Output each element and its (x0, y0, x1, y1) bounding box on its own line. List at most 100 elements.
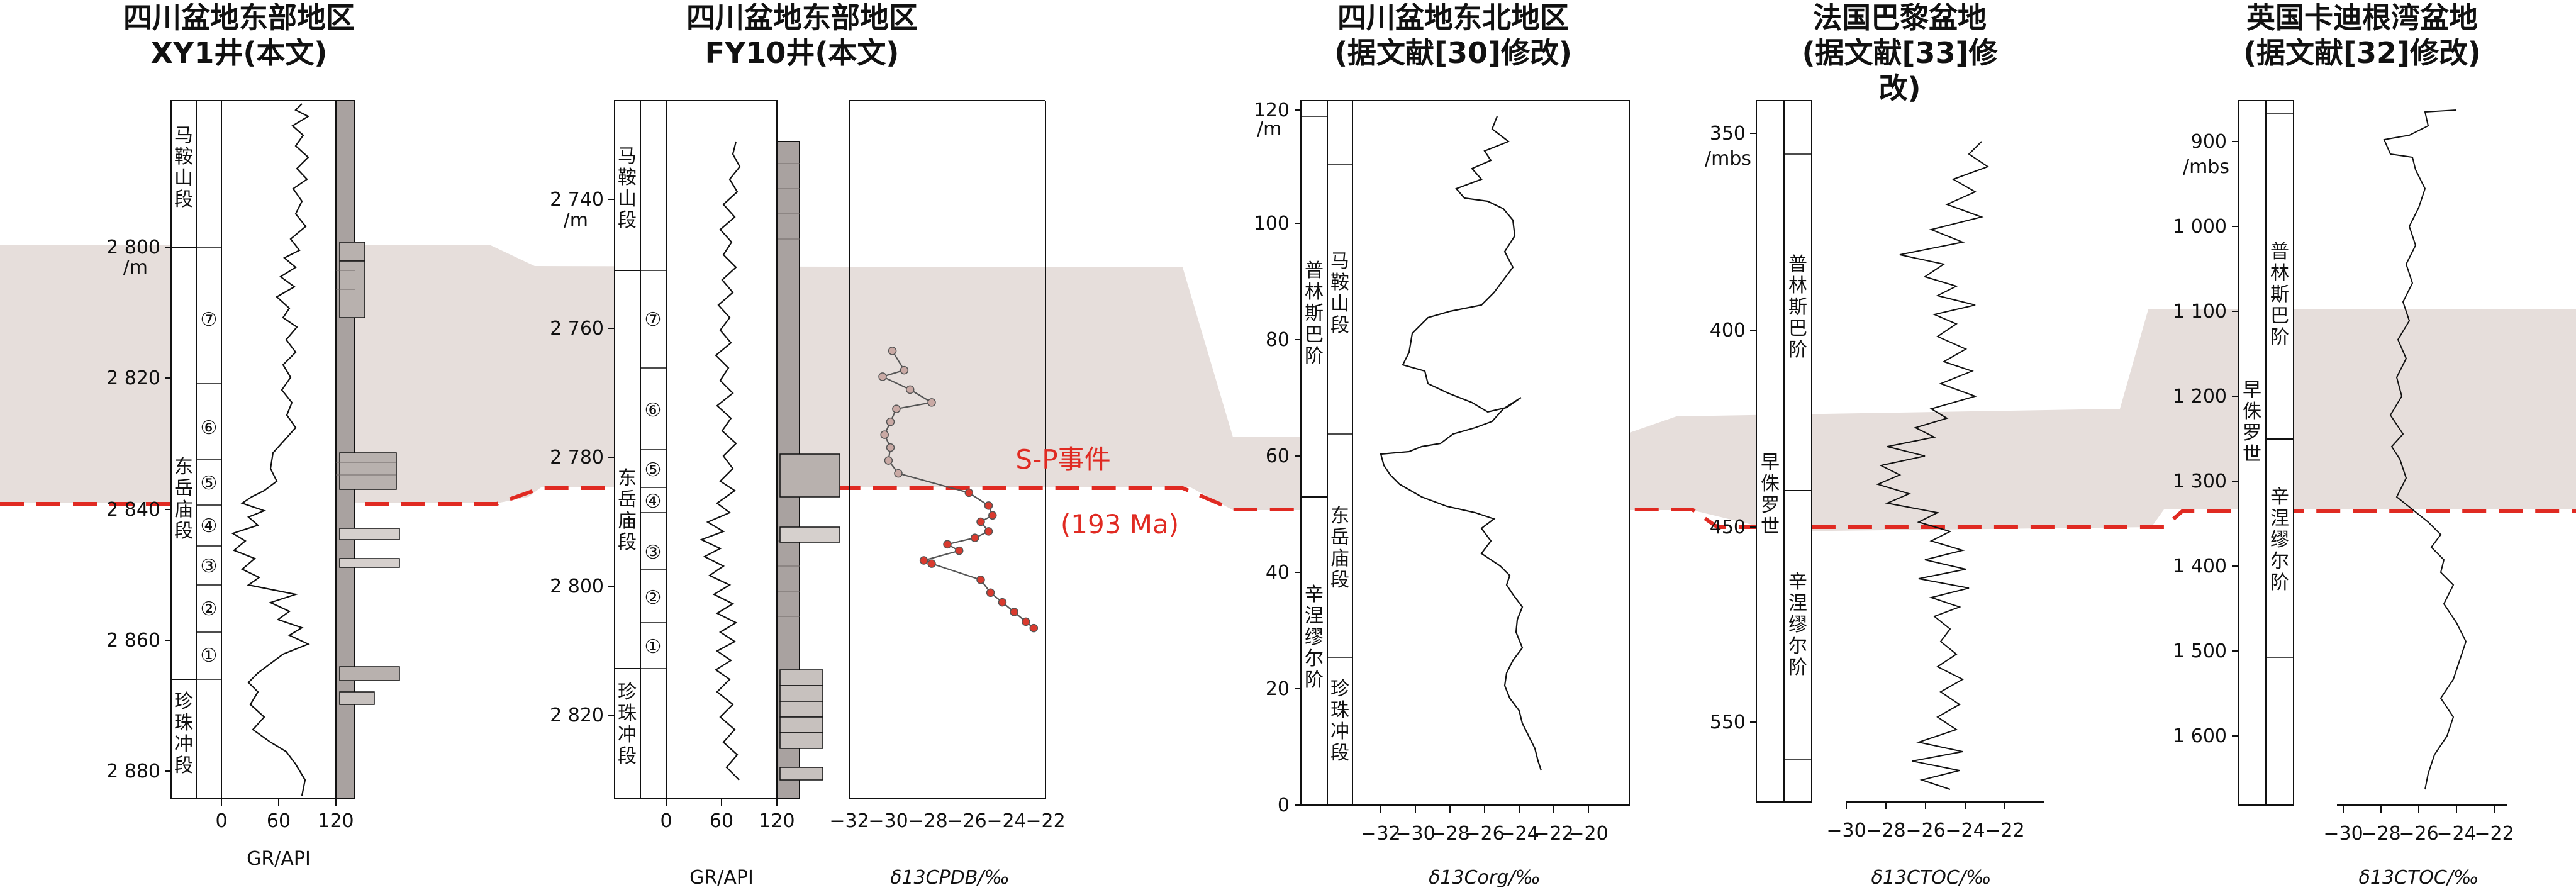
title-cardigan: 英国卡迪根湾盆地 (据文献[32]修改) (2239, 0, 2485, 70)
fy10-carbon-point (976, 517, 985, 526)
paris-depth-tick: 350 (1710, 123, 1746, 145)
ne-stage-label: 普林斯巴阶 (1305, 260, 1324, 367)
title-cardigan-line1: 英国卡迪根湾盆地 (2246, 1, 2478, 35)
xy1-sub-member: ⑦ (201, 309, 218, 331)
xy1-gr-tick: 60 (267, 810, 291, 832)
fy10-carbon-tick: −26 (947, 810, 986, 832)
cardigan-depth-tick: 1 300 (2173, 470, 2227, 492)
ne-member-label: 珍珠冲段 (1330, 678, 1349, 764)
cardigan-depth-tick: 1 100 (2173, 301, 2227, 323)
title-xy1-line2: XY1井(本文) (150, 36, 328, 70)
xy1-sub-member: ② (201, 598, 218, 620)
paris-carbon-tick: −24 (1945, 820, 1985, 842)
fy10-column (608, 100, 840, 806)
paris-stage-label: 辛涅缪尔阶 (1788, 571, 1807, 679)
fy10-depth-tick: 2 760 (550, 318, 604, 340)
ne-carbon-tick: −26 (1464, 823, 1504, 845)
cardigan-depth-tick: 1 400 (2173, 555, 2227, 577)
paris-epoch-label: 早侏罗世 (1761, 452, 1780, 538)
fy10-depth-unit: /m (564, 209, 588, 231)
fy10-unit-label: 马鞍山段 (618, 145, 637, 231)
ne-carbon-tick: −28 (1430, 823, 1469, 845)
fy10-sub-member: ⑤ (645, 459, 662, 481)
fy10-carbon-point (880, 430, 889, 439)
cardigan-carbon-tick: −30 (2323, 823, 2363, 845)
paris-carbon-tick: −30 (1826, 820, 1866, 842)
cardigan-stage-label: 普林斯巴阶 (2270, 241, 2289, 348)
fy10-carbon-point (892, 404, 901, 413)
fy10-carbon-point (888, 347, 897, 355)
fy10-carbon-point (927, 398, 936, 407)
fy10-carbon-point (984, 527, 993, 536)
paris-carbon-tick: −26 (1905, 820, 1945, 842)
ne-depth-tick: 60 (1266, 445, 1290, 467)
ne-member-label: 马鞍山段 (1330, 250, 1349, 337)
title-paris: 法国巴黎盆地 (据文献[33]修改) (1796, 0, 2004, 106)
xy1-column (165, 100, 400, 806)
xy1-sub-member: ⑥ (201, 417, 218, 439)
fy10-depth-tick: 2 780 (550, 447, 604, 469)
cardigan-depth-tick: 1 000 (2173, 216, 2227, 238)
event-label: S-P事件 (1015, 444, 1110, 475)
xy1-sub-member: ④ (201, 515, 218, 537)
fy10-carbon-point (1029, 623, 1039, 633)
ne-stage-label: 辛涅缪尔阶 (1305, 584, 1324, 691)
cardigan-depth-tick: 1 500 (2173, 640, 2227, 662)
xy1-sub-member: ③ (201, 555, 218, 577)
fy10-depth-tick: 2 800 (550, 576, 604, 598)
xy1-unit-label: 珍珠冲段 (174, 691, 193, 777)
title-xy1: 四川盆地东部地区 XY1井(本文) (113, 0, 365, 70)
paris-depth-tick: 450 (1710, 516, 1746, 538)
fy10-carbon-point (970, 533, 979, 542)
xy1-gr-tick: 120 (318, 810, 354, 832)
cardigan-carbon-label: δ13CTOC/‰ (2359, 867, 2479, 889)
ne-depth-tick: 100 (1254, 213, 1290, 235)
paris-carbon-tick: −22 (1985, 820, 2024, 842)
fy10-carbon-point (919, 556, 928, 565)
title-paris-line1: 法国巴黎盆地 (1813, 1, 1987, 35)
fy10-carbon-point (954, 546, 964, 555)
fy10-carbon-tick: −28 (908, 810, 947, 832)
fy10-carbon-point (1022, 617, 1030, 626)
ne-carbon-tick: −32 (1361, 823, 1400, 845)
cardigan-carbon-tick: −28 (2361, 823, 2400, 845)
paris-depth-unit: /mbs (1705, 148, 1751, 170)
ne-depth-tick: 40 (1266, 562, 1290, 584)
fy10-carbon-point (886, 443, 895, 452)
ne-carbon-tick: −22 (1534, 823, 1573, 845)
fy10-depth-tick: 2 740 (550, 189, 604, 211)
fy10-carbon-point (976, 576, 985, 584)
title-xy1-line1: 四川盆地东部地区 (123, 1, 355, 35)
xy1-depth-tick: 2 860 (106, 630, 160, 652)
fy10-carbon-tick: −30 (868, 810, 908, 832)
fy10-carbon-point (998, 598, 1007, 607)
fy10-carbon-point (884, 456, 893, 465)
fy10-carbon-tick: −32 (829, 810, 869, 832)
fy10-depth-tick: 2 820 (550, 704, 604, 726)
fy10-sub-member: ⑥ (645, 399, 662, 421)
ne-depth-unit: /m (1257, 118, 1281, 140)
cardigan-depth-unit: /mbs (2183, 156, 2229, 178)
ne-member-label: 东岳庙段 (1330, 505, 1349, 591)
fy10-carbon-point (900, 365, 909, 375)
ne-sichuan-column (1295, 100, 1630, 813)
paris-column (1750, 100, 2044, 809)
fy10-unit-label: 东岳庙段 (618, 467, 637, 553)
cardigan-depth-tick: 1 200 (2173, 386, 2227, 408)
title-fy10: 四川盆地东部地区 FY10井(本文) (676, 0, 928, 70)
title-ne-sichuan-line1: 四川盆地东北地区 (1337, 1, 1569, 35)
fy10-carbon-panel (849, 100, 1046, 799)
fy10-carbon-point (964, 488, 974, 498)
fy10-carbon-point (986, 588, 995, 598)
paris-stage-label: 普林斯巴阶 (1788, 253, 1807, 361)
ne-carbon-tick: −20 (1568, 823, 1608, 845)
fy10-carbon-point (984, 501, 993, 510)
fy10-carbon-point (894, 469, 903, 478)
ne-carbon-tick: −30 (1395, 823, 1435, 845)
paris-carbon-tick: −28 (1866, 820, 1905, 842)
fy10-gr-label: GR/API (689, 867, 754, 889)
fy10-carbon-point (886, 417, 895, 426)
fy10-carbon-point (878, 372, 887, 381)
fy10-sub-member: ① (645, 636, 662, 658)
